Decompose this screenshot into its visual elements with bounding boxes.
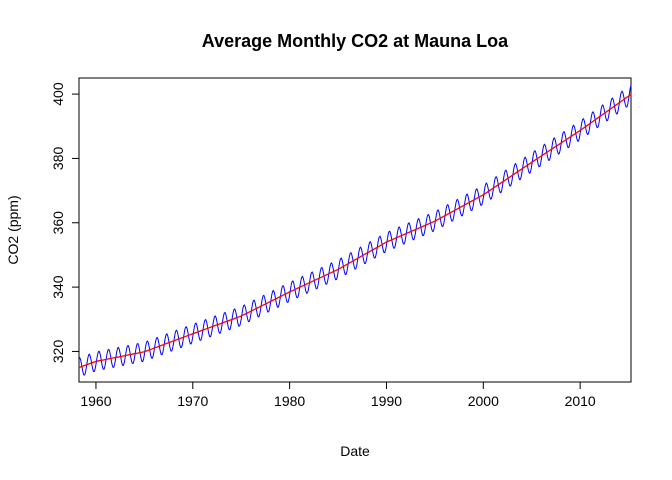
x-axis-label: Date	[340, 443, 370, 459]
series-monthly-line	[78, 85, 632, 376]
trend-point	[192, 333, 194, 335]
x-tick-label: 2010	[565, 393, 596, 409]
x-tick-label: 2000	[468, 393, 499, 409]
series-layer	[78, 85, 632, 376]
trend-point	[288, 291, 291, 293]
trend-point	[143, 351, 146, 353]
y-tick-label: 400	[50, 82, 66, 106]
x-tick-label: 1980	[274, 393, 305, 409]
y-tick-label: 320	[50, 340, 66, 364]
trend-point	[579, 129, 581, 132]
y-axis: 320 340 360 380 400	[50, 82, 80, 364]
x-axis: 1960 1970 1980 1990 2000 2010	[80, 381, 596, 409]
x-tick-label: 1990	[371, 393, 402, 409]
y-axis-label: CO2 (ppm)	[5, 195, 21, 264]
trend-point	[240, 315, 242, 317]
trend-point	[78, 366, 80, 369]
trend-point	[337, 268, 339, 271]
trend-point	[95, 360, 97, 363]
plot-frame	[78, 77, 632, 383]
y-tick-label: 380	[50, 147, 66, 171]
trend-point	[385, 241, 388, 243]
y-tick-label: 340	[50, 275, 66, 299]
series-trend-line	[78, 93, 632, 369]
y-tick-label: 360	[50, 211, 66, 235]
trend-point	[531, 161, 533, 163]
chart-title: Average Monthly CO2 at Mauna Loa	[202, 31, 509, 51]
trend-point	[434, 220, 436, 222]
trend-point	[482, 194, 485, 196]
x-tick-label: 1960	[80, 393, 111, 409]
x-tick-label: 1970	[177, 393, 208, 409]
trend-point	[630, 93, 632, 96]
